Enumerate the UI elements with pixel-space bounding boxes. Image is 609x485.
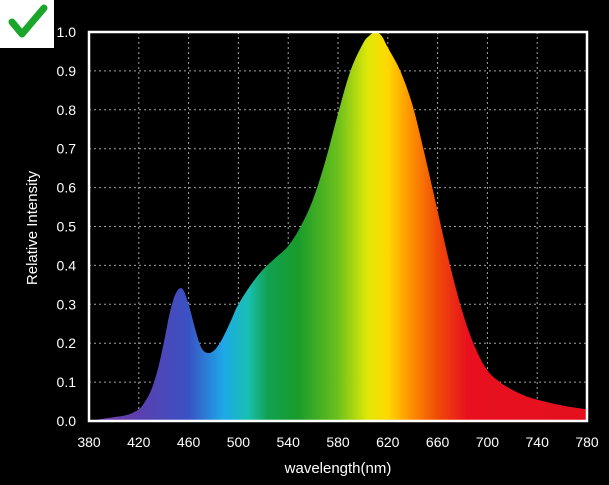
x-tick-label: 740 [526,434,550,450]
y-tick-label: 0.2 [57,335,77,351]
y-tick-label: 0.9 [57,63,77,79]
y-tick-label: 0.8 [57,102,77,118]
x-tick-label: 620 [376,434,400,450]
y-tick-labels: 0.0 0.1 0.2 0.3 0.4 0.5 0.6 0.7 0.8 0.9 1.0 [57,24,77,429]
y-tick-label: 0.4 [57,257,77,273]
x-tick-label: 700 [476,434,500,450]
y-tick-label: 0.3 [57,296,77,312]
x-tick-label: 540 [277,434,301,450]
y-tick-label: 1.0 [57,24,77,40]
x-tick-label: 780 [575,434,599,450]
plot-frame [87,30,589,423]
y-tick-label: 0.5 [57,219,77,235]
check-mark-icon [8,4,48,38]
x-tick-label: 420 [127,434,151,450]
y-axis-label: Relative Intensity [24,170,41,285]
x-tick-labels: 380 420 460 500 540 580 620 660 700 740 780 [77,434,599,450]
spectrum-area [89,32,587,421]
x-tick-label: 660 [426,434,450,450]
y-tick-label: 0.0 [57,413,77,429]
y-tick-label: 0.7 [57,141,77,157]
x-tick-label: 460 [177,434,201,450]
x-axis-label: wavelength(nm) [284,460,392,477]
y-tick-label: 0.6 [57,180,77,196]
x-tick-label: 580 [326,434,350,450]
x-tick-label: 380 [77,434,101,450]
y-tick-label: 0.1 [57,374,77,390]
x-tick-label: 500 [227,434,251,450]
check-badge [0,0,54,48]
